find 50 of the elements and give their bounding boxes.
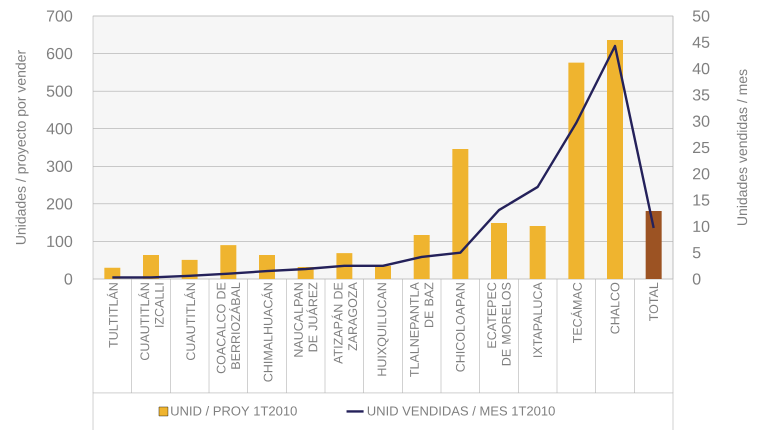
y-tick-label: 500 xyxy=(46,85,72,97)
x-tick-label: CHICOLOAPAN xyxy=(456,283,465,372)
y-tick-label: 100 xyxy=(47,236,72,248)
x-tick-label: TULTITLÁN xyxy=(106,283,118,348)
bar xyxy=(336,253,352,279)
y-tick-label: 600 xyxy=(46,48,72,60)
x-tick-label: TLALNEPANTLA DE BAZ xyxy=(410,282,434,377)
y-tick-label: 200 xyxy=(46,198,72,210)
y-axis-title: Unidades / proyecto por vender xyxy=(15,50,29,244)
legend-label: UNID VENDIDAS / MES 1T2010 xyxy=(368,406,555,416)
x-tick-label: TOTAL xyxy=(649,282,658,322)
y2-tick-label: 25 xyxy=(693,142,710,154)
y2-axis-title: Unidades vendidas / mes xyxy=(736,69,748,226)
bar xyxy=(220,245,236,279)
bar xyxy=(259,254,276,279)
y2-tick-label: 50 xyxy=(692,10,710,22)
bar xyxy=(491,223,507,279)
y2-tick-label: 45 xyxy=(692,36,710,48)
x-tick-label: CUAUTITLÁN IZCALLI xyxy=(138,283,164,360)
x-tick-label: IXTAPALUCA xyxy=(533,282,542,357)
y2-tick-label: 40 xyxy=(692,62,710,74)
y2-tick-label: 10 xyxy=(693,220,710,232)
x-tick-label: NAUCALPAN DE JUÁREZ xyxy=(294,282,318,357)
bar xyxy=(646,210,662,279)
x-tick-label: ECATEPEC DE MORELOS xyxy=(487,282,511,366)
x-tick-label: ATIZAPÁN DE ZARAGOZA xyxy=(332,282,358,364)
y2-tick-label: 35 xyxy=(692,89,710,101)
bar xyxy=(568,62,584,279)
x-tick-label: COACALCO DE BERRIOZÁBAL xyxy=(216,282,240,374)
x-tick-label: HUIXQUILUCAN xyxy=(377,283,389,376)
y2-tick-label: 30 xyxy=(692,116,710,127)
x-tick-label: TECÁMAC xyxy=(570,282,582,344)
x-tick-label: CHIMALHUACÁN xyxy=(262,283,272,382)
bar xyxy=(607,40,623,279)
y-tick-label: 300 xyxy=(46,160,72,172)
bar xyxy=(530,226,546,279)
x-tick-label: CHALCO xyxy=(610,282,620,334)
bar xyxy=(452,149,468,279)
y2-tick-label: 5 xyxy=(692,247,700,258)
y2-tick-label: 15 xyxy=(693,194,710,206)
line-series xyxy=(111,44,655,279)
y-tick-label: 700 xyxy=(46,10,72,22)
y2-tick-label: 20 xyxy=(693,168,710,180)
bar xyxy=(414,235,430,279)
y-tick-label: 0 xyxy=(64,273,72,285)
x-tick-label: CUAUTITLÁN xyxy=(184,283,196,360)
legend-label: UNID / PROY 1T2010 xyxy=(171,406,297,416)
y2-tick-label: 0 xyxy=(692,273,700,285)
y-tick-label: 400 xyxy=(46,123,72,134)
bar xyxy=(375,266,392,279)
